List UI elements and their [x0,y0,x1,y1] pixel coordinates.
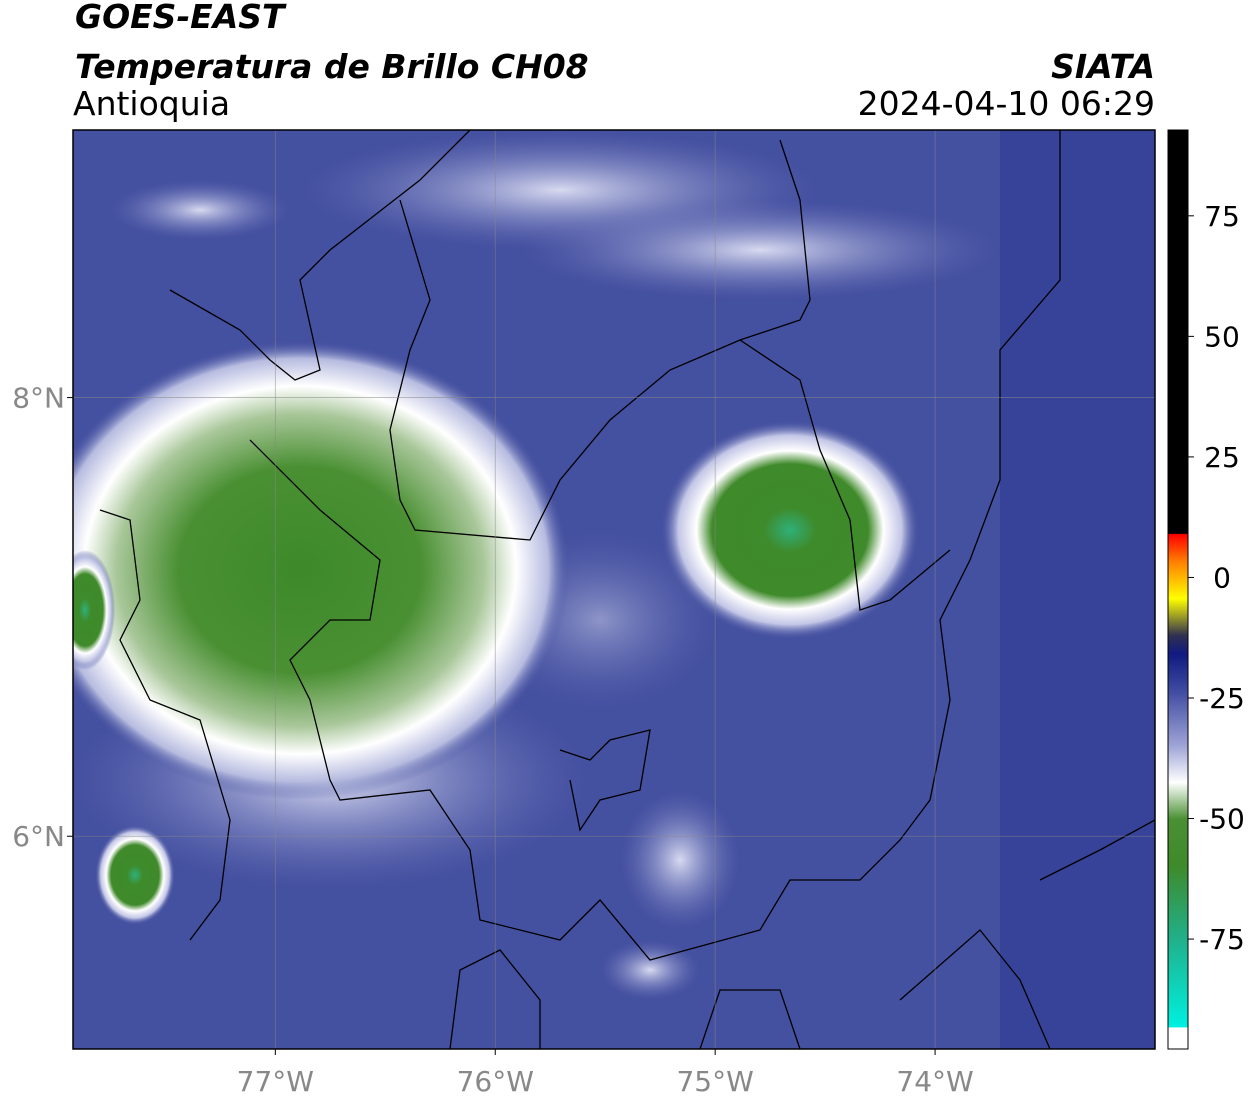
colorbar-tick-label: -75 [1199,923,1245,956]
lon-tick-label: 74°W [896,1065,973,1098]
region: Antioquia [73,84,230,123]
lat-tick-label: 8°N [12,382,65,415]
lon-tick-label: 77°W [237,1065,314,1098]
colorbar-tick-label: -50 [1199,803,1245,836]
colorbar-tick-label: 50 [1204,320,1240,353]
lon-tick-label: 76°W [457,1065,534,1098]
satellite-image [73,130,1155,1049]
colorbar [1167,129,1189,1050]
source: SIATA [1051,47,1155,86]
map-frame [72,129,1156,1050]
lat-tick-label: 6°N [12,820,65,853]
product: Temperatura de Brillo CH08 [75,47,589,86]
lon-tick-label: 75°W [676,1065,753,1098]
satellite: GOES-EAST [75,0,287,36]
colorbar-tick-label: -25 [1199,682,1245,715]
colorbar-tick-label: 0 [1213,561,1231,594]
colorbar-tick-label: 25 [1204,441,1240,474]
datetime: 2024-04-10 06:29 [858,84,1155,123]
colorbar-tick-label: 75 [1204,200,1240,233]
